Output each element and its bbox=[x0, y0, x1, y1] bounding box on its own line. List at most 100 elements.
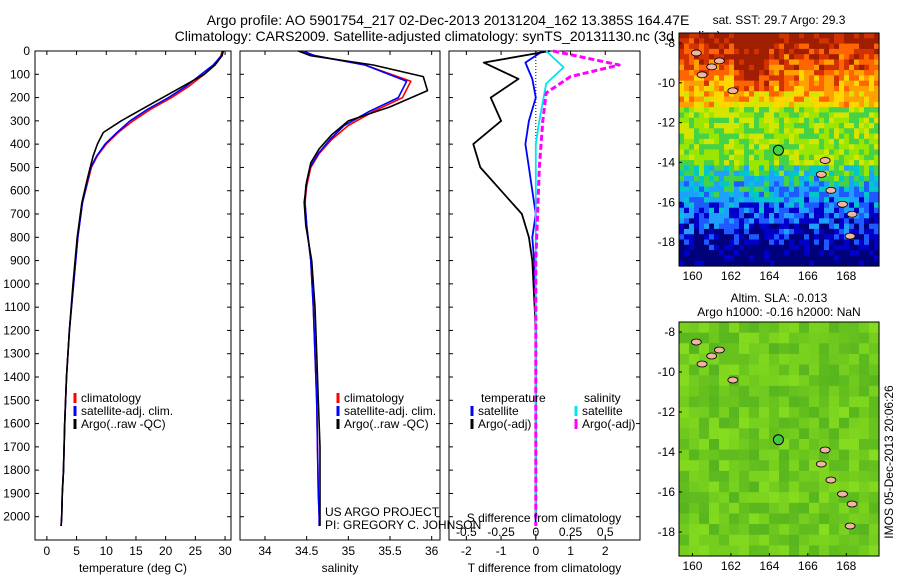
island-shape bbox=[844, 522, 856, 530]
depth-tick-label: 400 bbox=[10, 137, 30, 151]
depth-tick-label: 1500 bbox=[3, 393, 30, 407]
depth-tick-label: 1400 bbox=[3, 370, 30, 384]
sla-map-ytick-label: -10 bbox=[658, 365, 676, 379]
sst-map-panel: 160 162 164 166 168 -8 -10 -12 -14 -16 -18 sat. SST… bbox=[658, 13, 880, 283]
sla-map-ytick-label: -16 bbox=[658, 485, 676, 499]
temperature-xtick-label: 0 bbox=[44, 544, 51, 558]
island-shape bbox=[706, 63, 718, 71]
sla-map-xtick-label: 162 bbox=[721, 559, 741, 573]
island-shape bbox=[713, 346, 725, 354]
sst-map-xtick-label: 160 bbox=[682, 269, 702, 283]
depth-tick-label: 200 bbox=[10, 91, 30, 105]
salinity-diff-tick-label: -0.5 bbox=[456, 525, 477, 539]
argo-profile-location-marker bbox=[772, 434, 784, 446]
island-shape bbox=[706, 352, 718, 360]
island-shape bbox=[696, 71, 708, 79]
legend-entry: satellite bbox=[478, 404, 519, 418]
sst-map-ytick-label: -18 bbox=[658, 235, 676, 249]
difference-top-xlabel: S difference from climatology bbox=[467, 511, 622, 525]
sst-map-xtick-label: 164 bbox=[759, 269, 779, 283]
sla-map-ytick-label: -18 bbox=[658, 525, 676, 539]
sla-map-frame bbox=[678, 321, 880, 557]
depth-tick-label: 900 bbox=[10, 254, 30, 268]
sla-map-xtick-label: 160 bbox=[682, 559, 702, 573]
legend-entry: satellite-adj. clim. bbox=[81, 404, 173, 418]
island-shape bbox=[727, 87, 739, 95]
sla-map-ytick-label: -14 bbox=[658, 445, 676, 459]
legend-entry: Argo(..raw -QC) bbox=[344, 417, 429, 431]
temperature-series-line bbox=[60, 50, 225, 527]
salinity-diff-tick-label: 0 bbox=[532, 525, 539, 539]
figure-title-line1: Argo profile: AO 5901754_217 02-Dec-2013… bbox=[207, 12, 690, 28]
depth-tick-label: 100 bbox=[10, 67, 30, 81]
depth-tick-label: 1000 bbox=[3, 277, 30, 291]
sst-map-ytick-label: -12 bbox=[658, 116, 676, 130]
island-shape bbox=[713, 57, 725, 65]
salinity-xtick-label: 35.5 bbox=[378, 544, 402, 558]
sst-map-frame bbox=[678, 32, 880, 267]
island-shape bbox=[727, 376, 739, 384]
island-shape bbox=[819, 157, 831, 164]
temperature-profile-panel: 0100200300400500600700800900100011001200… bbox=[3, 44, 232, 575]
salinity-frame bbox=[239, 50, 441, 541]
sst-map-ytick-label: -10 bbox=[658, 76, 676, 90]
depth-tick-label: 600 bbox=[10, 184, 30, 198]
vertical-timestamp: IMOS 05-Dec-2013 20:06:26 bbox=[882, 385, 896, 539]
difference-xtick-label: -1 bbox=[496, 544, 507, 558]
salinity-profile-panel: 34 34.5 35 35.5 36 salinity climatologysatelli… bbox=[239, 50, 441, 575]
sla-map-field bbox=[679, 322, 880, 557]
depth-tick-label: 1800 bbox=[3, 463, 30, 477]
depth-tick-label: 1300 bbox=[3, 347, 30, 361]
depth-tick-label: 1100 bbox=[4, 300, 30, 314]
legend-group-title: salinity bbox=[584, 391, 621, 405]
legend-entry: satellite-adj. clim. bbox=[344, 404, 436, 418]
island-shape bbox=[846, 210, 858, 218]
sst-map-xtick-label: 168 bbox=[836, 269, 856, 283]
island-shape bbox=[825, 186, 837, 194]
sst-map-ytick-label: -8 bbox=[664, 36, 675, 50]
legend-group-title: temperature bbox=[481, 391, 546, 405]
salinity-xtick-label: 34 bbox=[258, 544, 272, 558]
difference-xtick-label: 0 bbox=[532, 544, 539, 558]
salinity-series-line bbox=[298, 50, 429, 526]
temperature-xtick-label: 10 bbox=[100, 544, 114, 558]
sla-map-panel: 160 162 164 166 168 -8 -10 -12 -14 -16 -18 Altim. S… bbox=[658, 291, 880, 573]
sst-map-title: sat. SST: 29.7 Argo: 29.3 bbox=[713, 13, 846, 27]
argo-profile-location-marker bbox=[772, 144, 784, 156]
difference-xtick-label: 2 bbox=[602, 544, 609, 558]
salinity-xlabel: salinity bbox=[322, 561, 359, 575]
sla-map-ytick-label: -8 bbox=[664, 325, 675, 339]
difference-xlabel: T difference from climatology bbox=[468, 561, 622, 575]
island-shape bbox=[815, 170, 827, 178]
depth-tick-label: 1200 bbox=[3, 323, 30, 337]
island-shape bbox=[844, 232, 856, 240]
sla-map-xtick-label: 166 bbox=[798, 559, 818, 573]
credit-project: US ARGO PROJECT bbox=[325, 505, 440, 519]
sla-map-subtitle: Argo h1000: -0.16 h2000: NaN bbox=[697, 305, 860, 319]
depth-tick-label: 800 bbox=[10, 230, 30, 244]
legend-entry: climatology bbox=[81, 391, 141, 405]
salinity-xtick-label: 35 bbox=[342, 544, 356, 558]
difference-xtick-label: 1 bbox=[567, 544, 574, 558]
island-shape bbox=[690, 338, 702, 346]
depth-tick-label: 2000 bbox=[3, 510, 30, 524]
sst-map-ytick-label: -16 bbox=[658, 195, 676, 209]
legend-entry: Argo(-adj) bbox=[582, 417, 635, 431]
salinity-diff-tick-label: 0.5 bbox=[597, 525, 614, 539]
depth-tick-label: 0 bbox=[23, 44, 30, 58]
depth-tick-label: 1700 bbox=[3, 440, 30, 454]
depth-tick-label: 1900 bbox=[3, 486, 30, 500]
sla-map-title: Altim. SLA: -0.013 bbox=[731, 291, 828, 305]
credit-pi: PI: GREGORY C. JOHNSON bbox=[325, 518, 481, 532]
sst-map-ytick-label: -14 bbox=[658, 155, 676, 169]
island-shape bbox=[846, 500, 858, 508]
depth-tick-label: 500 bbox=[10, 160, 30, 174]
island-shape bbox=[837, 200, 848, 208]
island-shape bbox=[690, 49, 702, 57]
legend-entry: satellite bbox=[582, 404, 623, 418]
sst-map-field bbox=[679, 33, 880, 267]
temperature-xtick-label: 15 bbox=[129, 544, 143, 558]
depth-tick-label: 300 bbox=[10, 114, 30, 128]
temperature-xtick-label: 20 bbox=[159, 544, 173, 558]
difference-xtick-label: -2 bbox=[461, 544, 472, 558]
